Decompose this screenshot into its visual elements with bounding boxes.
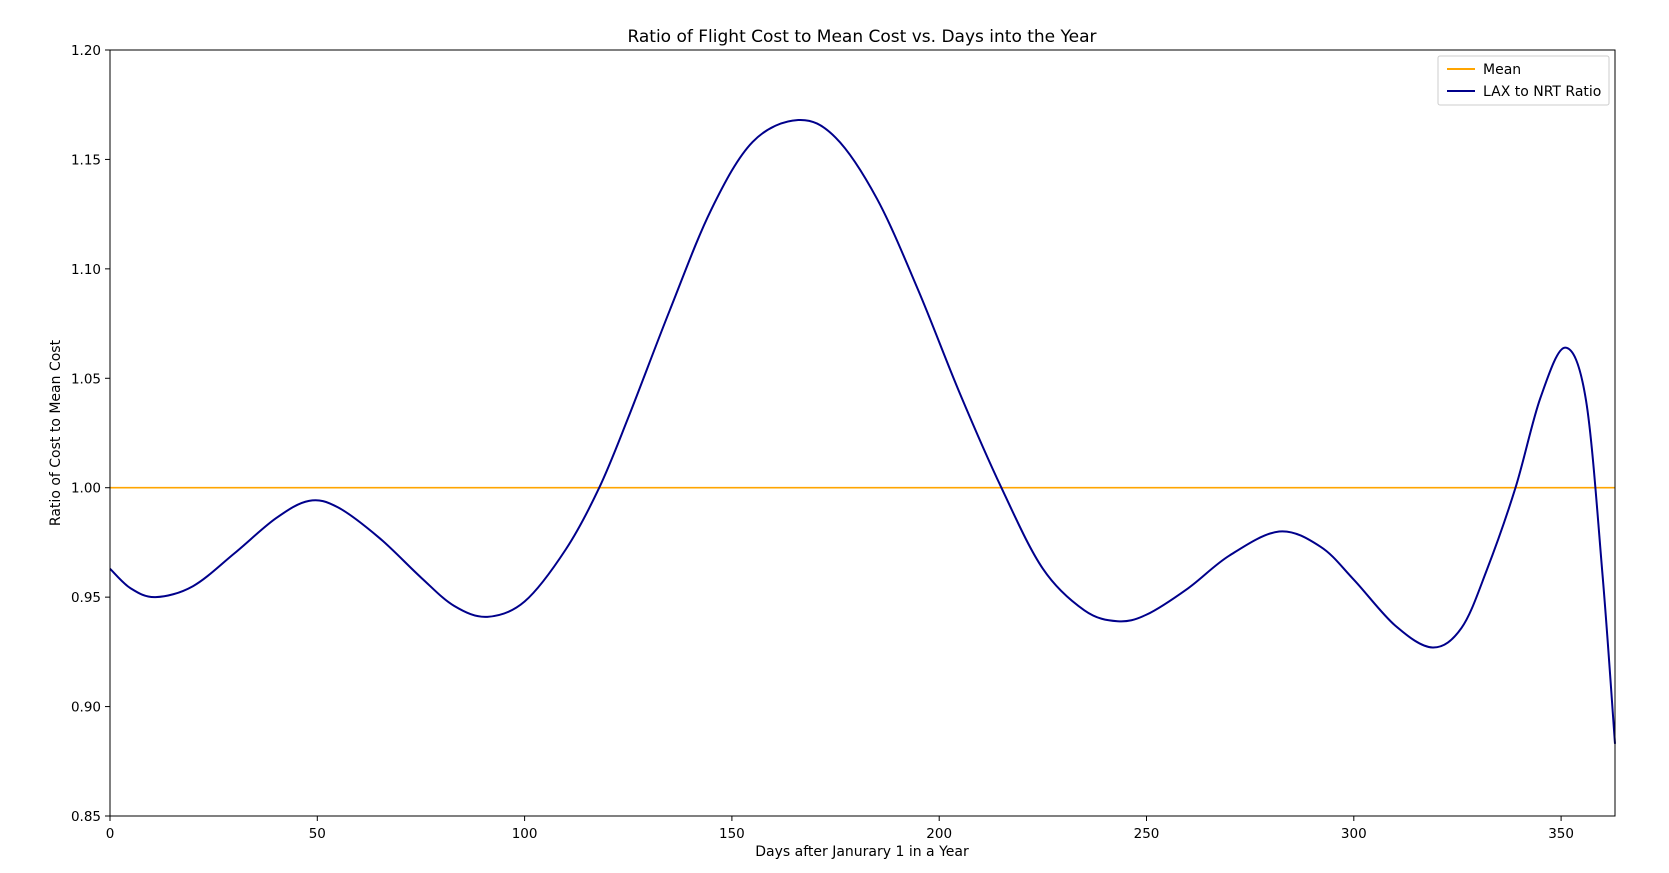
legend: Mean LAX to NRT Ratio	[1437, 55, 1610, 106]
y-tick-label: 0.90	[71, 700, 101, 716]
x-tick-label: 0	[106, 826, 115, 842]
chart-title: Ratio of Flight Cost to Mean Cost vs. Da…	[627, 27, 1096, 47]
legend-box	[1437, 55, 1610, 106]
y-axis-label: Ratio of Cost to Mean Cost	[48, 339, 64, 526]
x-tick-label: 250	[1134, 826, 1160, 842]
y-tick-label: 1.20	[71, 43, 101, 59]
series-layer	[109, 119, 1616, 744]
y-tick-label: 0.85	[71, 809, 101, 825]
y-tick-label: 1.05	[71, 371, 101, 387]
y-tick-label: 1.10	[71, 262, 101, 278]
y-tick-label: 1.00	[71, 481, 101, 497]
plot-area	[110, 50, 1615, 816]
x-tick-label: 150	[719, 826, 745, 842]
legend-label-lax-nrt: LAX to NRT Ratio	[1483, 84, 1601, 100]
plot-frame	[109, 49, 1616, 817]
x-tick-label: 350	[1548, 826, 1574, 842]
x-tick-label: 300	[1341, 826, 1367, 842]
y-tick-label: 1.15	[71, 152, 101, 168]
x-tick-label: 100	[512, 826, 538, 842]
x-tick-label: 50	[309, 826, 326, 842]
y-tick-label: 0.95	[71, 590, 101, 606]
ticks-layer: 0 50 100 150 200 250 300 350 0.85 0.90 0.95 1.00 1.0…	[71, 43, 1574, 842]
x-axis-label: Days after Janurary 1 in a Year	[755, 844, 969, 860]
x-tick-label: 200	[926, 826, 952, 842]
legend-label-mean: Mean	[1483, 62, 1521, 78]
series-line-lax-nrt	[109, 119, 1616, 744]
